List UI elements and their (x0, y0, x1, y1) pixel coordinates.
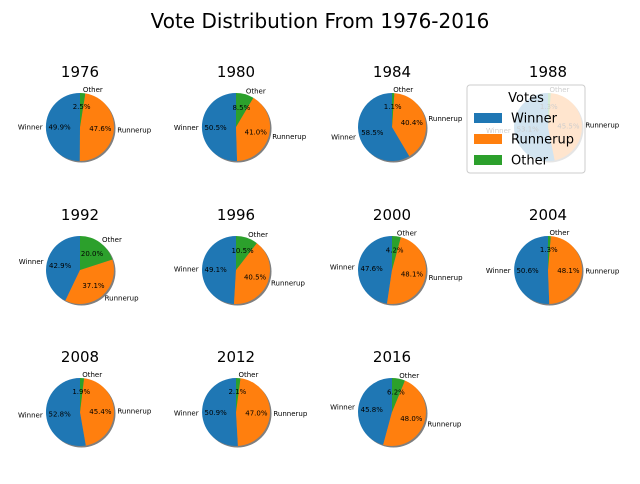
pie-percent-label: 50.9% (204, 409, 227, 417)
pie-slice-label: Winner (174, 410, 199, 418)
pie-1996: 1996 49.1% Winner 40.5% Runnerup 10.5% Other (174, 206, 306, 306)
pie-slice-label: Winner (330, 264, 355, 272)
pie-slice-label: Runnerup (428, 115, 462, 123)
legend-title: Votes (508, 91, 544, 106)
pie-year-title: 2016 (373, 348, 411, 366)
pie-percent-label: 49.1% (204, 266, 227, 274)
pie-slice-label: Other (550, 229, 570, 237)
pie-percent-label: 1.3% (540, 246, 558, 254)
pie-percent-label: 40.5% (244, 274, 267, 282)
pie-percent-label: 50.6% (516, 267, 539, 275)
pie-percent-label: 58.5% (361, 129, 384, 137)
pie-percent-label: 48.1% (557, 267, 580, 275)
pie-year-title: 1976 (61, 63, 99, 81)
pie-slice-label: Other (82, 371, 102, 379)
pie-percent-label: 41.0% (245, 129, 268, 137)
pie-percent-label: 6.2% (387, 388, 405, 396)
pie-slice-label: Runnerup (117, 127, 151, 135)
pie-percent-label: 20.0% (81, 250, 104, 258)
pie-slice-label: Other (83, 86, 103, 94)
pie-year-title: 1992 (61, 206, 99, 224)
pie-slice-label: Runnerup (429, 274, 463, 282)
pie-year-title: 1980 (217, 63, 255, 81)
pie-1984: 1984 58.5% Winner 40.4% Runnerup 1.1% Other (331, 63, 463, 163)
pie-1976: 1976 49.9% Winner 47.6% Runnerup 2.5% Other (18, 63, 152, 163)
pie-2008: 2008 52.8% Winner 45.4% Runnerup 1.9% Other (18, 348, 152, 448)
legend-entry-other: Other (511, 154, 549, 169)
pie-slice-label: Winner (19, 258, 44, 266)
pie-2012: 2012 50.9% Winner 47.0% Runnerup 2.1% Other (174, 348, 308, 448)
pie-slice-label: Other (248, 231, 268, 239)
pie-slice-label: Winner (331, 133, 356, 141)
pie-slice-label: Runnerup (117, 408, 151, 416)
legend-swatch-other (474, 155, 502, 165)
pie-slice-label: Winner (486, 267, 511, 275)
pie-year-title: 2012 (217, 348, 255, 366)
legend-entry-runnerup: Runnerup (511, 133, 574, 148)
pie-slice-label: Runnerup (105, 295, 139, 303)
legend-swatch-winner (474, 113, 502, 123)
pie-slice-label: Other (397, 229, 417, 237)
pie-year-title: 2008 (61, 348, 99, 366)
pie-slice-label: Winner (174, 124, 199, 132)
pie-slice-label: Winner (174, 265, 199, 273)
pie-percent-label: 47.6% (361, 265, 384, 273)
pie-slice-label: Other (393, 86, 413, 94)
pie-year-title: 1996 (217, 206, 255, 224)
pie-percent-label: 40.4% (401, 119, 424, 127)
pie-percent-label: 2.5% (73, 103, 91, 111)
pie-1992: 1992 42.9% Winner 37.1%Runnerup 20.0% Other (19, 206, 139, 306)
pie-slice-label: Winner (18, 412, 43, 420)
pie-year-title: 1984 (373, 63, 411, 81)
pie-slice-label: Other (238, 371, 258, 379)
pie-slice-label: Winner (18, 123, 43, 131)
pie-slice-label: Runnerup (271, 280, 305, 288)
pie-2004: 2004 50.6% Winner 48.1% Runnerup 1.3% Other (486, 206, 620, 306)
pie-year-title: 1988 (529, 63, 567, 81)
pie-percent-label: 45.8% (361, 406, 384, 414)
pie-percent-label: 42.9% (49, 262, 72, 270)
chart-title: Vote Distribution From 1976-2016 (151, 9, 490, 33)
legend-entry-winner: Winner (511, 112, 558, 127)
pie-slice-label: Runnerup (427, 421, 461, 429)
pie-percent-label: 48.1% (401, 271, 424, 279)
pie-slice-label: Other (246, 87, 266, 95)
pie-percent-label: 37.1% (82, 282, 105, 290)
pie-slice-label: Runnerup (585, 267, 619, 275)
pie-percent-label: 8.5% (232, 104, 250, 112)
pie-percent-label: 10.5% (231, 247, 254, 255)
pie-slice-label: Runnerup (272, 133, 306, 141)
pie-slice-label: Runnerup (585, 121, 619, 129)
pie-percent-label: 48.0% (400, 415, 423, 423)
pie-slice-label: Other (399, 372, 419, 380)
pie-percent-label: 47.6% (89, 125, 112, 133)
pie-slice-label: Runnerup (273, 410, 307, 418)
pie-slice-label: Other (102, 236, 122, 244)
pie-percent-label: 50.5% (204, 124, 227, 132)
pie-percent-label: 52.8% (49, 410, 72, 418)
pie-slice-label: Winner (330, 404, 355, 412)
legend: Votes Winner Runnerup Other (467, 85, 585, 173)
pie-2000: 2000 47.6% Winner 48.1% Runnerup 4.2% Other (330, 206, 463, 306)
pie-percent-label: 1.1% (384, 103, 402, 111)
legend-swatch-runnerup (474, 134, 502, 144)
pie-2016: 2016 45.8% Winner 48.0% Runnerup 6.2% Other (330, 348, 462, 448)
pie-year-title: 2000 (373, 206, 411, 224)
pie-percent-label: 2.1% (228, 388, 246, 396)
pie-percent-label: 45.4% (89, 408, 112, 416)
pie-percent-label: 1.9% (72, 388, 90, 396)
pie-percent-label: 49.9% (48, 123, 71, 131)
pie-percent-label: 47.0% (245, 409, 268, 417)
pie-1980: 1980 50.5% Winner 41.0% Runnerup 8.5% Other (174, 63, 307, 163)
pie-percent-label: 4.2% (386, 246, 404, 254)
pie-year-title: 2004 (529, 206, 567, 224)
